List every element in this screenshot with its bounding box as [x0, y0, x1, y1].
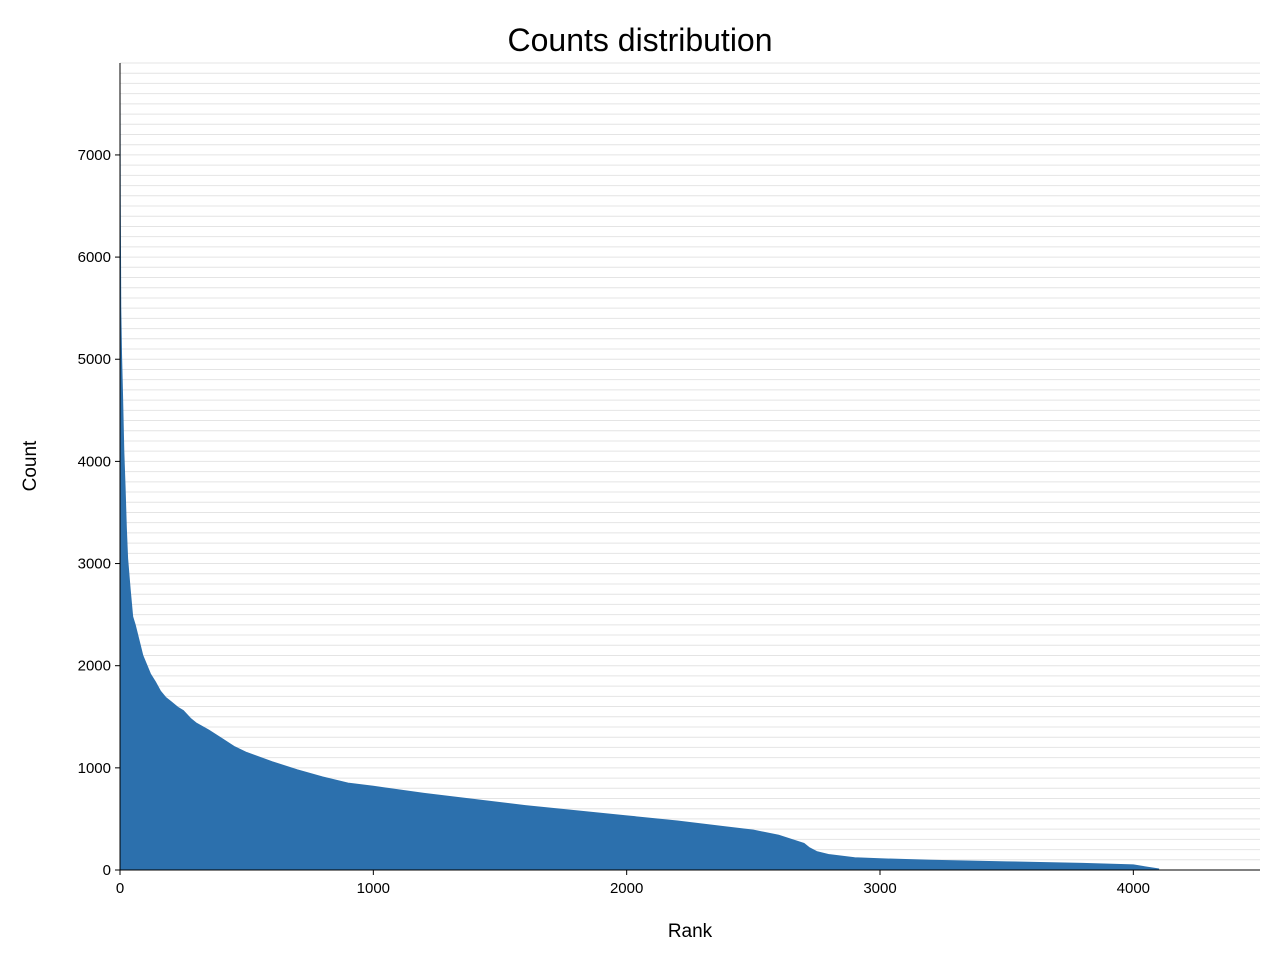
series-area-0 — [119, 88, 1160, 871]
y-tick-label: 1000 — [78, 760, 111, 777]
y-tick-label: 2000 — [78, 658, 111, 675]
chart-title: Counts distribution — [507, 22, 772, 58]
y-tick-label: 6000 — [78, 249, 111, 266]
data-area — [119, 88, 1160, 871]
y-tick-label: 5000 — [78, 351, 111, 368]
y-tick-label: 0 — [103, 862, 111, 879]
x-tick-label: 0 — [116, 880, 124, 897]
x-tick-label: 1000 — [357, 880, 390, 897]
x-axis-label: Rank — [668, 921, 713, 942]
y-tick-label: 7000 — [78, 147, 111, 164]
x-tick-label: 3000 — [863, 880, 896, 897]
x-tick-label: 2000 — [610, 880, 643, 897]
x-tick-label: 4000 — [1117, 880, 1150, 897]
y-tick-label: 3000 — [78, 556, 111, 573]
y-axis-label: Count — [20, 440, 41, 491]
axes: 0 1000 2000 3000 4000 5000 6000 7000 0 1000 2000 30… — [78, 63, 1260, 897]
y-tick-label: 4000 — [78, 453, 111, 470]
